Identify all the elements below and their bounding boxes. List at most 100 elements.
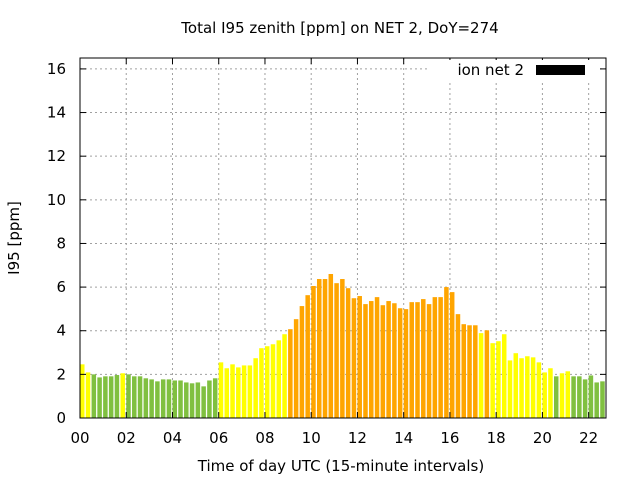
bar <box>189 383 195 418</box>
bar <box>305 295 310 418</box>
bar <box>80 364 85 418</box>
bar <box>166 379 172 418</box>
bar <box>484 330 490 418</box>
grid <box>80 58 606 418</box>
bar <box>571 376 576 418</box>
bar <box>328 274 334 418</box>
bar <box>311 286 316 418</box>
bar <box>143 378 149 418</box>
bar <box>542 372 547 418</box>
bar <box>444 287 449 418</box>
legend-swatch <box>536 65 585 75</box>
x-tick-label: 02 <box>117 429 136 447</box>
bar <box>594 382 599 418</box>
bar <box>264 346 270 418</box>
bar <box>270 344 276 418</box>
bar <box>421 299 426 418</box>
bar <box>137 376 143 418</box>
bar <box>345 288 351 418</box>
bar <box>85 372 91 418</box>
bar <box>230 364 235 418</box>
y-tick-label: 0 <box>56 409 66 427</box>
bar <box>149 379 154 418</box>
bar <box>386 301 391 418</box>
bar <box>184 382 189 418</box>
bar <box>236 367 241 418</box>
bar <box>322 279 328 418</box>
bar <box>449 292 455 418</box>
bar <box>218 362 224 418</box>
bar <box>530 357 536 418</box>
x-tick-label: 22 <box>579 429 598 447</box>
bar <box>276 340 282 418</box>
bars <box>80 274 605 418</box>
bar <box>114 375 120 418</box>
legend-label: ion net 2 <box>457 61 524 79</box>
x-tick-label: 04 <box>163 429 182 447</box>
bar <box>103 376 108 418</box>
y-tick-label: 4 <box>56 322 66 340</box>
bar <box>224 368 230 418</box>
bar <box>438 297 443 418</box>
bar <box>212 378 218 418</box>
y-tick-label: 2 <box>56 365 66 383</box>
legend: ion net 2 <box>428 60 598 82</box>
x-axis-label: Time of day UTC (15-minute intervals) <box>197 457 484 475</box>
bar <box>507 360 513 418</box>
bar <box>392 303 397 418</box>
bar <box>207 380 212 418</box>
bar <box>195 382 201 418</box>
bar <box>548 368 553 418</box>
bar <box>120 373 125 418</box>
bar <box>334 283 339 418</box>
bar <box>340 279 345 418</box>
bar <box>478 333 484 418</box>
bar <box>374 297 380 418</box>
y-tick-label: 6 <box>56 278 66 296</box>
bar <box>132 376 137 418</box>
bar <box>473 325 478 418</box>
x-tick-label: 06 <box>209 429 228 447</box>
bar <box>172 380 177 418</box>
bar <box>299 306 305 418</box>
bar <box>403 309 409 418</box>
bar <box>363 304 368 418</box>
bar <box>259 348 264 418</box>
bar <box>461 324 467 418</box>
bar <box>513 353 519 418</box>
x-tick-label: 20 <box>533 429 552 447</box>
bar <box>357 296 362 418</box>
bar <box>288 329 293 418</box>
bar <box>241 365 247 418</box>
y-tick-label: 8 <box>56 234 66 252</box>
bar <box>91 374 97 418</box>
y-tick-label: 12 <box>47 147 66 165</box>
bar <box>455 314 461 418</box>
x-tick-label: 10 <box>302 429 321 447</box>
bar <box>380 305 386 418</box>
x-tick-label: 12 <box>348 429 367 447</box>
bar <box>565 371 571 418</box>
bar <box>201 386 206 418</box>
y-axis-label: I95 [ppm] <box>5 201 23 275</box>
bar <box>247 365 253 418</box>
bar <box>293 319 299 418</box>
bar <box>397 308 403 418</box>
x-tick-label: 14 <box>394 429 413 447</box>
bar <box>108 376 114 418</box>
y-tick-label: 16 <box>47 60 66 78</box>
bar <box>577 376 582 418</box>
x-tick-label: 16 <box>440 429 459 447</box>
bar <box>97 377 102 418</box>
bar <box>126 374 131 418</box>
bar <box>525 356 530 418</box>
bar <box>160 379 166 418</box>
bar <box>155 381 160 418</box>
bar <box>369 301 374 418</box>
y-tick-label: 10 <box>47 191 66 209</box>
y-tick-label: 14 <box>47 104 66 122</box>
bar <box>178 380 183 418</box>
bar <box>501 334 507 418</box>
bar <box>536 362 542 418</box>
